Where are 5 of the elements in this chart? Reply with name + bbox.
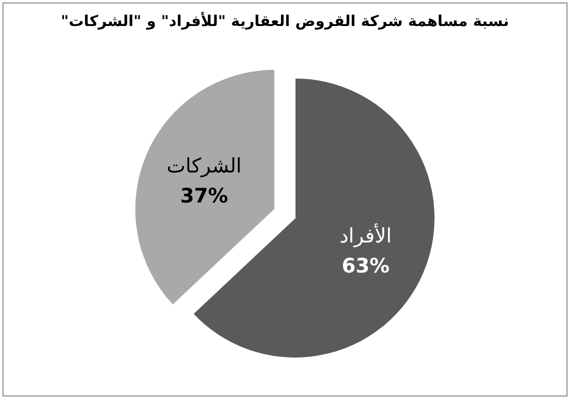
chart-title: نسبة مساهمة شركة القروض العقارية "للأفراد" و "الشركات" xyxy=(60,11,510,30)
slice-label: الأفراد xyxy=(340,222,392,248)
data-label: 37% xyxy=(180,184,228,208)
slice-label: الشركات xyxy=(166,154,242,178)
data-label: 63% xyxy=(342,254,390,278)
